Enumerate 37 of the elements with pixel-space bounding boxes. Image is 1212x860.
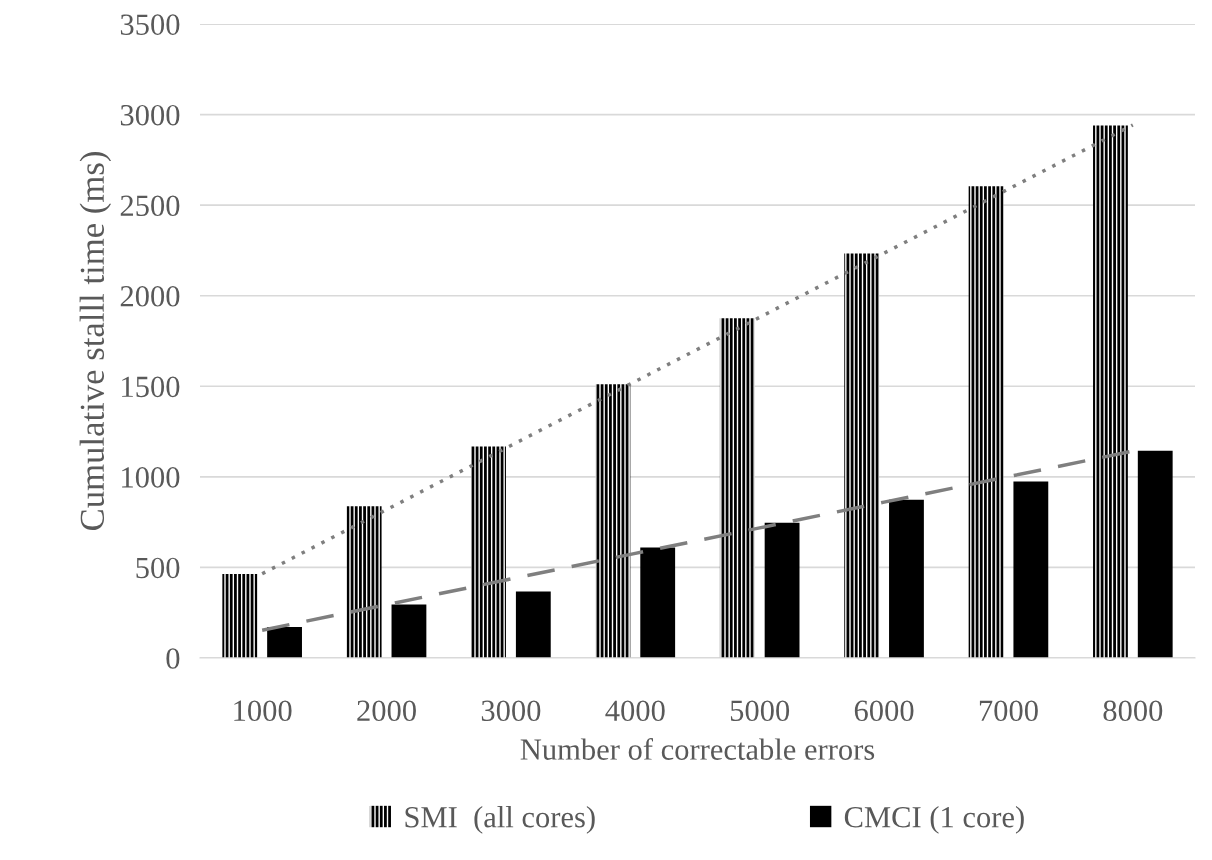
bar xyxy=(719,318,755,658)
bar xyxy=(267,627,302,658)
y-tick-label: 500 xyxy=(136,557,180,579)
x-tick-label: 3000 xyxy=(481,700,541,722)
y-tick-label: 2500 xyxy=(120,195,180,217)
x-tick-label: 4000 xyxy=(605,700,665,722)
y-tick-label: 3000 xyxy=(120,104,180,126)
x-axis-title: Number of correctable errors xyxy=(520,738,875,760)
legend-label: CMCI (1 core) xyxy=(844,806,1024,834)
x-tick-label: 5000 xyxy=(730,700,790,722)
legend-label: SMI (all cores) xyxy=(405,806,595,834)
x-tick-label: 1000 xyxy=(234,700,292,722)
y-tick-label: 1500 xyxy=(122,376,180,398)
y-tick-label: 3500 xyxy=(120,14,180,35)
bar xyxy=(1013,481,1049,658)
x-tick-label: 7000 xyxy=(979,700,1038,722)
bar xyxy=(346,506,382,658)
y-tick-label: 0 xyxy=(166,648,180,669)
bar xyxy=(1137,450,1173,658)
bar xyxy=(889,499,924,658)
y-tick-label: 1000 xyxy=(122,467,180,488)
bar xyxy=(968,186,1004,658)
bar xyxy=(595,384,631,658)
bar xyxy=(391,604,427,658)
bar xyxy=(515,591,551,658)
x-tick-label: 8000 xyxy=(1103,700,1163,722)
bar xyxy=(1093,125,1128,658)
y-axis-title: Cumulative stalll time (ms) xyxy=(79,152,112,531)
bar xyxy=(764,522,800,658)
line-series xyxy=(260,123,1135,576)
bar xyxy=(844,253,880,658)
bar xyxy=(222,574,258,658)
y-tick-label: 2000 xyxy=(120,286,180,307)
bar xyxy=(640,547,676,658)
x-tick-label: 2000 xyxy=(357,700,416,722)
bar xyxy=(471,446,506,658)
x-tick-label: 6000 xyxy=(854,700,914,722)
